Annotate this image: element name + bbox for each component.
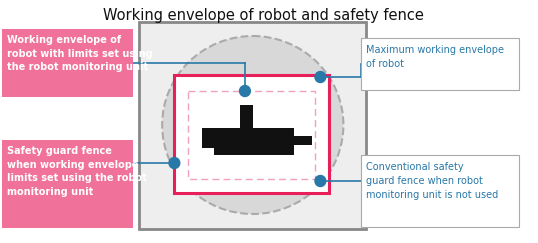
- Circle shape: [239, 86, 250, 96]
- Ellipse shape: [162, 36, 343, 214]
- Polygon shape: [202, 128, 312, 155]
- FancyBboxPatch shape: [174, 75, 329, 193]
- Text: Conventional safety
guard fence when robot
monitoring unit is not used: Conventional safety guard fence when rob…: [366, 162, 499, 200]
- FancyBboxPatch shape: [2, 29, 133, 97]
- Text: Maximum working envelope
of robot: Maximum working envelope of robot: [366, 45, 505, 69]
- FancyBboxPatch shape: [139, 22, 366, 229]
- Circle shape: [315, 175, 326, 186]
- Text: Safety guard fence
when working envelope
limits set using the robot
monitoring u: Safety guard fence when working envelope…: [7, 146, 147, 197]
- Text: Working envelope of
robot with limits set using
the robot monitoring unit: Working envelope of robot with limits se…: [7, 35, 152, 72]
- FancyBboxPatch shape: [360, 38, 519, 90]
- FancyBboxPatch shape: [2, 140, 133, 228]
- FancyBboxPatch shape: [188, 91, 315, 179]
- FancyBboxPatch shape: [360, 155, 519, 227]
- Circle shape: [169, 157, 180, 168]
- Circle shape: [315, 71, 326, 83]
- Text: Working envelope of robot and safety fence: Working envelope of robot and safety fen…: [103, 8, 424, 23]
- Polygon shape: [240, 105, 253, 128]
